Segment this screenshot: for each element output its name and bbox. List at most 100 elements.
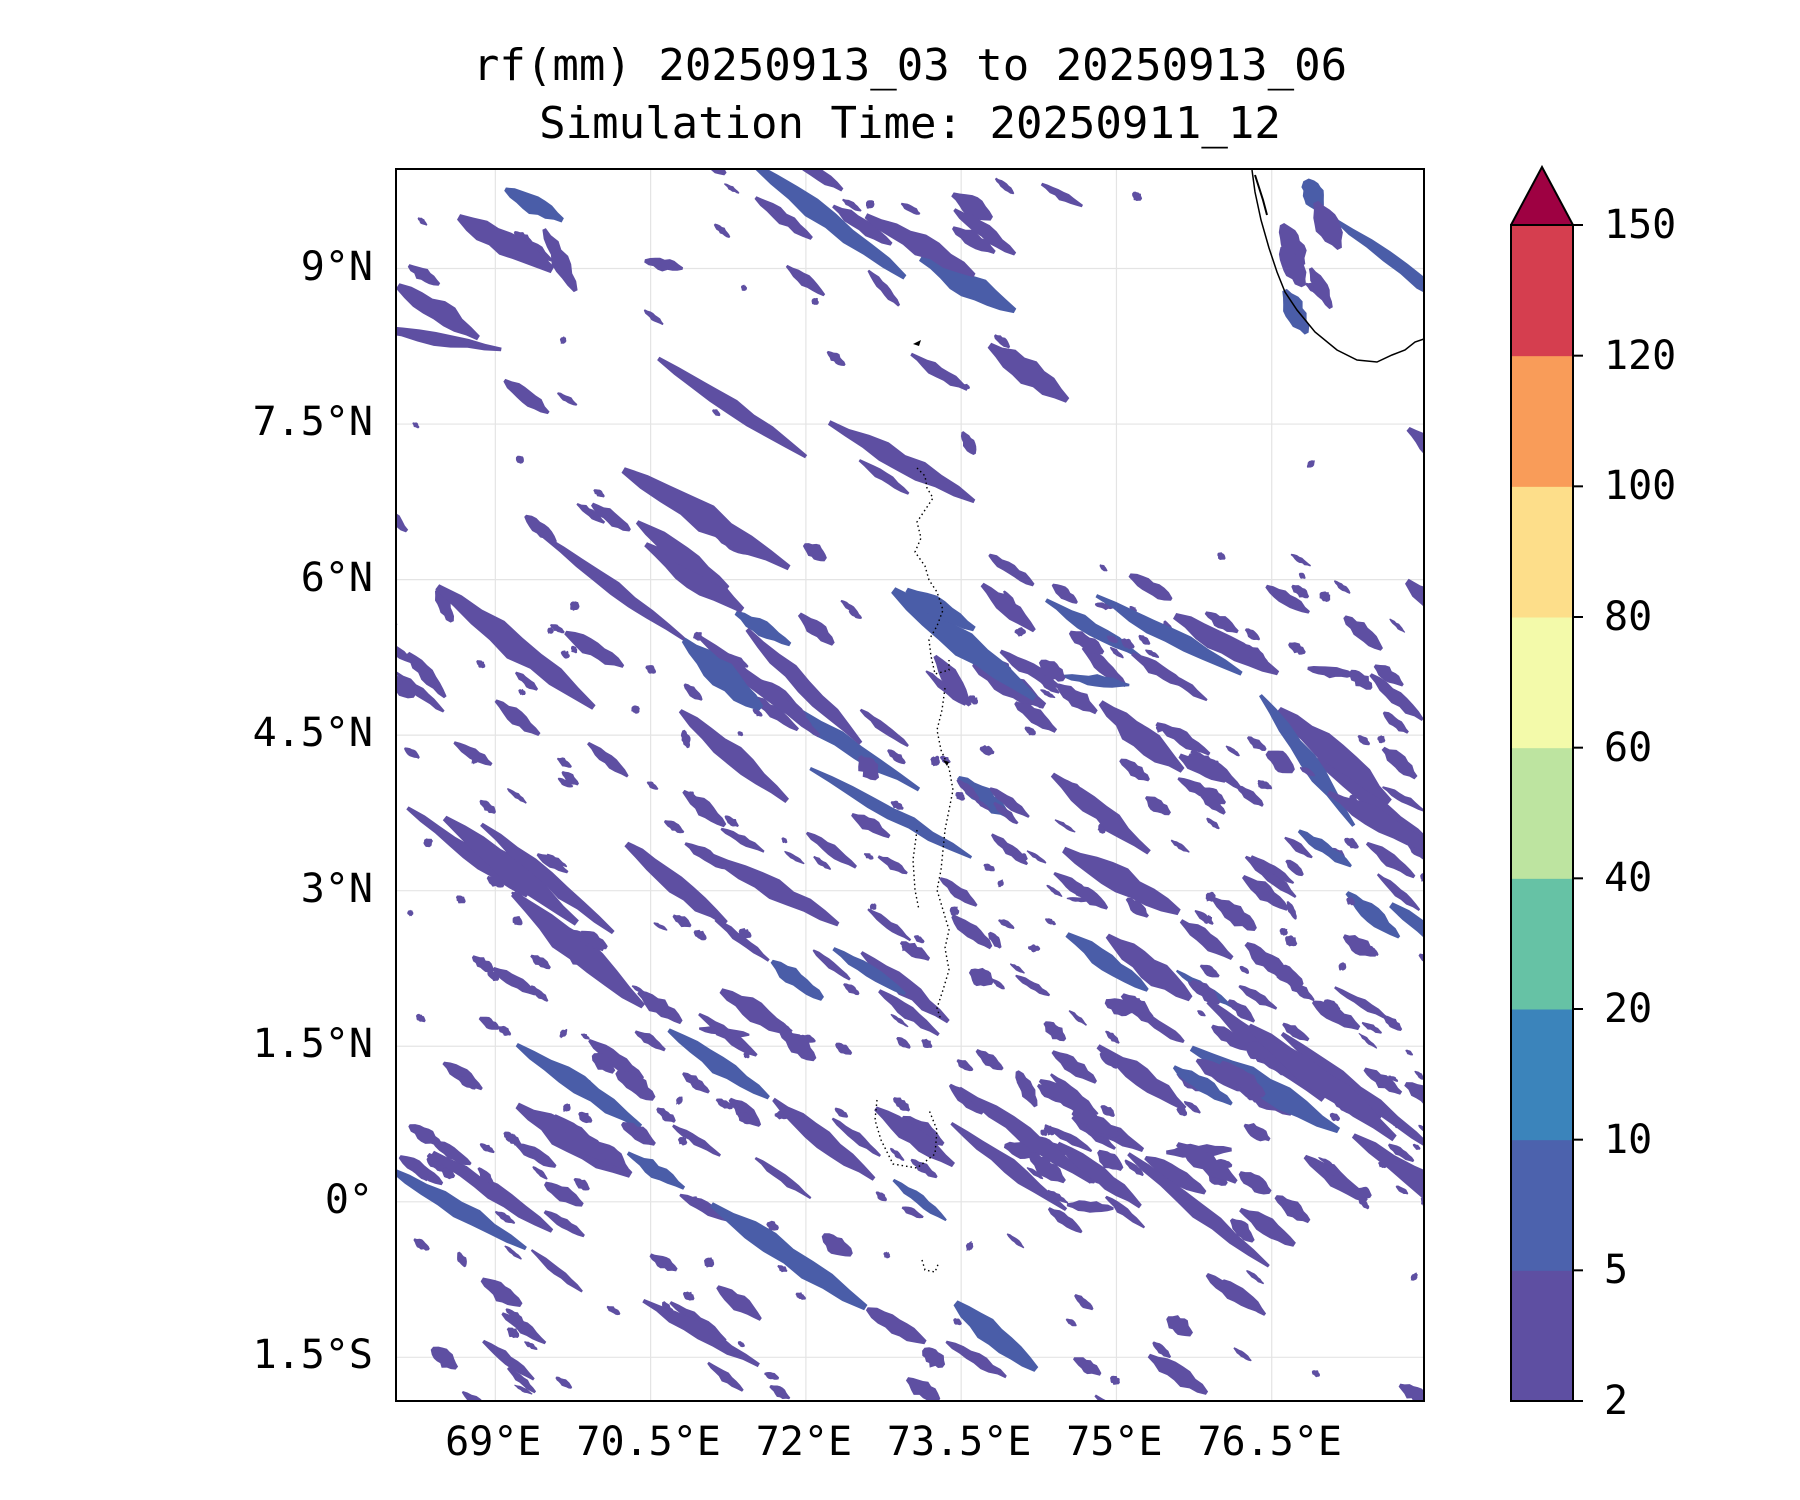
maldives-atolls	[874, 467, 954, 1273]
rain-cell	[1125, 897, 1149, 918]
rain-cell	[1338, 962, 1347, 971]
rain-cell	[1236, 785, 1264, 807]
rain-cell	[848, 610, 862, 619]
rain-cell	[772, 1097, 876, 1181]
rain-cell	[1183, 1100, 1201, 1114]
rain-cell	[1187, 981, 1206, 998]
rain-cell	[1274, 1195, 1311, 1224]
rain-cell	[532, 1166, 548, 1180]
rain-cell	[453, 741, 493, 766]
rain-cell	[530, 954, 551, 970]
rain-cell	[910, 1158, 938, 1179]
lon-tick-label: 76.5°E	[1197, 1419, 1342, 1465]
rain-cell	[397, 326, 502, 352]
colorbar-segment	[1511, 747, 1573, 879]
rain-cell	[457, 214, 555, 274]
rain-cell	[754, 196, 813, 240]
rain-cell	[878, 989, 940, 1037]
rain-cell	[1047, 1207, 1083, 1234]
lat-tick-label: 4.5°N	[252, 710, 373, 757]
rain-cell	[1063, 674, 1130, 688]
rain-cell	[1418, 1124, 1423, 1132]
rain-cell	[749, 692, 799, 732]
rain-cell	[1094, 1394, 1106, 1400]
rain-cell	[1290, 553, 1311, 567]
rain-cell	[515, 1143, 557, 1168]
rain-cell	[1096, 1044, 1187, 1111]
rain-cell	[1118, 1135, 1137, 1148]
rain-cell	[1286, 901, 1297, 920]
rain-cell	[851, 813, 891, 839]
rain-cell	[1198, 791, 1226, 815]
rain-cell	[1324, 1164, 1339, 1177]
rain-cell	[1373, 664, 1404, 687]
rain-cell	[1299, 766, 1316, 777]
rain-cell	[960, 431, 977, 455]
rain-cell	[724, 815, 739, 827]
rain-cell	[413, 1238, 430, 1251]
rain-cell	[615, 1070, 656, 1101]
rain-cell	[951, 192, 993, 221]
rain-cell	[1077, 1113, 1113, 1136]
rain-cell	[712, 409, 721, 417]
rain-cell	[1129, 606, 1137, 612]
rain-cell	[741, 284, 748, 291]
rain-cell	[1333, 217, 1423, 292]
rain-cell	[1420, 1196, 1423, 1207]
rain-cell	[515, 455, 524, 464]
rain-cell	[1424, 586, 1425, 619]
rain-cell	[637, 990, 683, 1025]
rain-cell	[1197, 1010, 1206, 1017]
rain-cell	[1227, 999, 1256, 1023]
rain-cell	[707, 1361, 744, 1392]
rain-cell	[1199, 964, 1220, 978]
rain-cell	[559, 1028, 568, 1039]
lat-tick-label: 7.5°N	[252, 399, 373, 446]
lon-tick-label: 69°E	[445, 1419, 542, 1465]
rain-cell	[412, 422, 420, 429]
rain-cell	[564, 630, 625, 668]
rain-cell	[1285, 859, 1304, 877]
rain-cell	[764, 1372, 780, 1380]
rain-cell	[1056, 1141, 1142, 1209]
rain-cell	[397, 671, 445, 713]
rain-cell	[1034, 700, 1044, 709]
rain-cell	[1038, 1079, 1098, 1119]
rain-cell	[1205, 891, 1216, 902]
rain-cell	[557, 777, 574, 788]
rain-cell	[1179, 919, 1234, 960]
rain-cell	[1239, 1207, 1296, 1247]
rain-cell	[1016, 1080, 1035, 1093]
rain-cell	[1308, 267, 1333, 310]
lat-tick-label: 0°	[324, 1176, 373, 1223]
map-title: rf(mm) 20250913_03 to 20250913_06	[472, 40, 1348, 91]
rain-cell	[397, 283, 480, 341]
rain-cell	[1099, 1051, 1118, 1069]
rain-cell	[1344, 837, 1359, 849]
rain-cell	[1132, 191, 1143, 201]
rain-cell	[397, 675, 403, 685]
rain-cell	[720, 827, 765, 853]
rain-cell	[1121, 638, 1135, 650]
rain-cell	[945, 1340, 1007, 1379]
rain-cell	[1377, 735, 1386, 744]
rain-cell	[956, 779, 980, 800]
rain-cell	[417, 217, 428, 226]
rain-cell	[503, 378, 550, 415]
rain-cell	[397, 513, 409, 533]
rain-cell	[952, 226, 996, 254]
rain-cell	[874, 1106, 955, 1168]
rain-cell	[1323, 999, 1341, 1011]
rain-cell	[1006, 1233, 1025, 1249]
colorbar	[1510, 165, 1583, 1402]
rain-cell	[1303, 1154, 1368, 1203]
rain-cell	[1313, 200, 1343, 250]
rain-cell	[606, 1305, 621, 1316]
rain-cell	[777, 1265, 788, 1273]
rain-cell	[1127, 1152, 1270, 1268]
rain-cell	[1405, 1049, 1414, 1056]
rain-cell	[956, 1059, 974, 1072]
rain-cell	[704, 1257, 715, 1268]
rain-cell	[1244, 628, 1261, 641]
rain-cell	[899, 941, 931, 961]
